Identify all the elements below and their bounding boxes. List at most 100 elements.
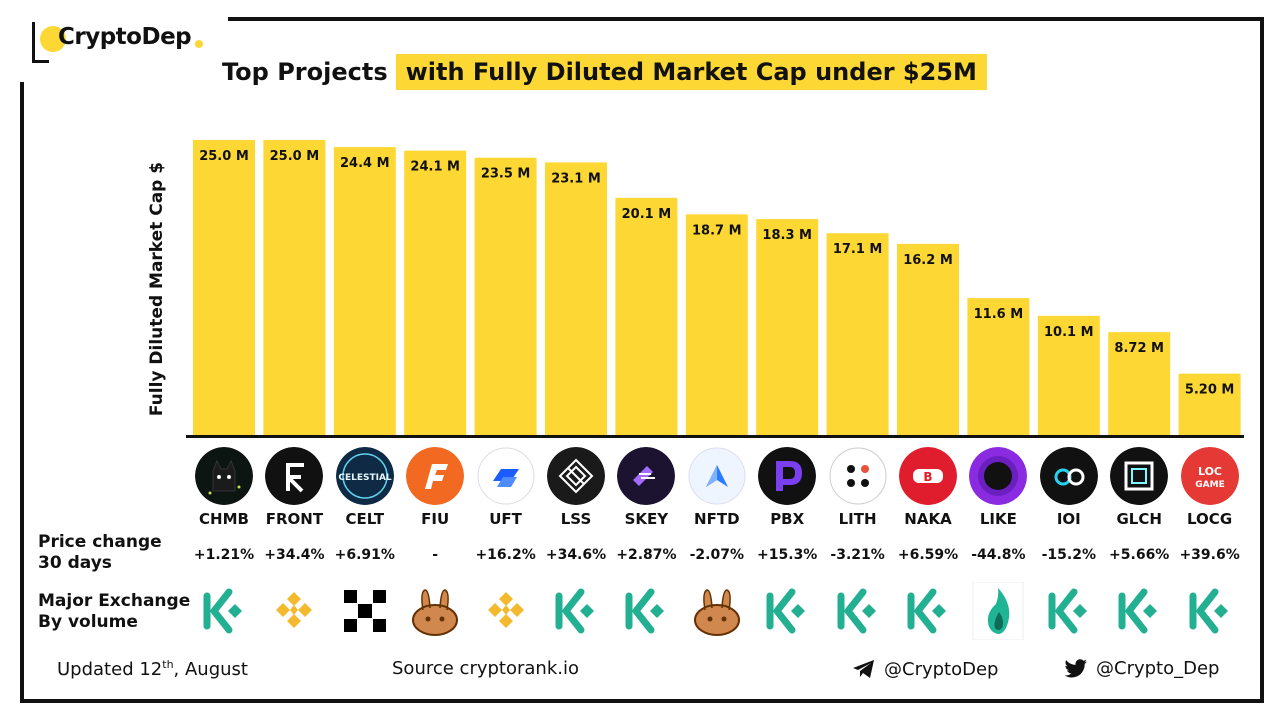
bar-label-nftd: 18.7 M (692, 223, 742, 238)
updated-suffix: , August (173, 659, 248, 680)
exchange-skey (617, 582, 675, 640)
exchange-glch (1110, 582, 1168, 640)
price-change-glch: +5.66% (1109, 547, 1170, 563)
bar-celt (333, 147, 396, 435)
bar-label-skey: 20.1 M (622, 207, 672, 222)
exchange-locg (1181, 582, 1239, 640)
price-change-label-line1: Price change (38, 532, 162, 552)
updated-sup: th (162, 658, 174, 671)
bar-chmb (193, 140, 255, 435)
price-change-ioi: -15.2% (1041, 547, 1096, 563)
coin-symbol-naka: NAKA (904, 510, 952, 528)
frame-left-border (20, 82, 24, 703)
kucoin-icon (1048, 588, 1087, 634)
coin-symbol-glch: GLCH (1116, 510, 1162, 528)
binance-icon (487, 592, 524, 628)
celestial-icon-text: CELESTIAL (338, 473, 392, 483)
kucoin-icon (907, 588, 946, 634)
twitter-handle-text: @Crypto_Dep (1096, 658, 1220, 679)
locgame-icon: LOC GAME (1180, 447, 1239, 505)
twitter-handle[interactable]: @Crypto_Dep (1064, 658, 1219, 679)
page-title: Top Projects with Fully Diluted Market C… (222, 52, 987, 92)
frame-right-border (1260, 17, 1264, 703)
telegram-handle[interactable]: @CryptoDep (852, 658, 998, 680)
coin-logo-ioi (1039, 447, 1098, 505)
celestial-icon: CELESTIAL (335, 447, 394, 505)
coin-symbol-chmb: CHMB (199, 510, 249, 528)
exchange-chmb (195, 582, 253, 640)
coin-symbol-nftd: NFTD (694, 510, 740, 528)
exchange-nftd (688, 582, 746, 640)
title-part2-highlight: with Fully Diluted Market Cap under $25M (395, 54, 987, 90)
kucoin-icon (1118, 588, 1158, 634)
price-change-label-line2: 30 days (38, 553, 112, 573)
exchange-lss (547, 582, 605, 640)
price-change-row-label: Price change 30 days (38, 532, 162, 574)
logo-small-dot (195, 40, 203, 48)
skey-icon (617, 447, 676, 505)
updated-date: Updated 12th, August (57, 658, 248, 680)
okx-icon (343, 590, 386, 632)
coin-symbol-celt: CELT (345, 510, 385, 528)
exchange-pbx (758, 582, 816, 640)
brand-name: CryptoDep (58, 24, 192, 50)
coin-logo-glch (1110, 447, 1169, 505)
price-change-front: +34.4% (264, 547, 325, 563)
coin-logo-fiu (406, 447, 465, 505)
bar-nftd (685, 214, 748, 435)
coin-symbol-skey: SKEY (624, 510, 669, 528)
bar-lss (545, 162, 607, 436)
coin-symbol-locg: LOCG (1187, 510, 1233, 528)
coin-symbol-front: FRONT (265, 510, 324, 528)
glitch-icon (1110, 447, 1169, 505)
bar-pbx (756, 219, 819, 435)
chmb-cat-icon (195, 447, 253, 505)
unilend-icon (477, 447, 535, 505)
kucoin-icon (203, 588, 242, 634)
pancakeswap-icon (412, 589, 459, 636)
price-change-lss: +34.6% (545, 547, 607, 563)
nftrade-arrow-icon (688, 447, 746, 505)
exchange-ioi (1040, 582, 1098, 640)
kucoin-icon (766, 588, 806, 634)
locgame-icon-text-1: LOC (1198, 465, 1222, 478)
exchange-row-label: Major Exchange By volume (38, 591, 190, 633)
ioi-icon (1039, 447, 1098, 505)
source-credit: Source cryptorank.io (392, 658, 579, 679)
price-change-skey: +2.87% (616, 547, 677, 563)
pancakeswap-icon (693, 589, 740, 636)
x-axis-baseline (186, 435, 1244, 438)
bar-label-lss: 23.1 M (551, 171, 601, 186)
binance-icon (276, 592, 313, 628)
coin-logo-front (265, 447, 324, 505)
lithium-dots-icon (829, 447, 887, 505)
exchange-naka (899, 582, 957, 640)
bar-skey (615, 197, 678, 435)
frame-top-border (228, 17, 1264, 21)
only1-like-icon (969, 447, 1028, 505)
coin-logo-uft (477, 447, 535, 505)
coin-logo-nftd (688, 447, 746, 505)
coin-symbol-ioi: IOI (1056, 510, 1081, 528)
bar-label-celt: 24.4 M (340, 156, 390, 171)
updated-prefix: Updated 12 (57, 659, 163, 680)
front-f-icon (265, 447, 324, 505)
logo-bracket (32, 22, 49, 63)
exchange-label-line2: By volume (38, 612, 138, 632)
bar-label-ioi: 10.1 M (1044, 325, 1094, 340)
coin-logo-like (969, 447, 1028, 505)
bar-like (967, 298, 1030, 435)
kucoin-icon (555, 588, 594, 634)
coin-logo-skey (617, 447, 676, 505)
lossless-icon (547, 447, 605, 505)
coin-logo-locg: LOC GAME (1180, 447, 1239, 505)
telegram-handle-text: @CryptoDep (884, 658, 999, 680)
kucoin-icon (625, 588, 665, 634)
price-change-uft: +16.2% (475, 547, 536, 563)
price-change-nftd: -2.07% (689, 547, 744, 563)
bar-label-front: 25.0 M (270, 149, 320, 164)
price-change-pbx: +15.3% (757, 547, 818, 563)
coin-logo-chmb (195, 447, 253, 505)
price-change-locg: +39.6% (1179, 547, 1240, 563)
bar-locg (1178, 373, 1241, 435)
